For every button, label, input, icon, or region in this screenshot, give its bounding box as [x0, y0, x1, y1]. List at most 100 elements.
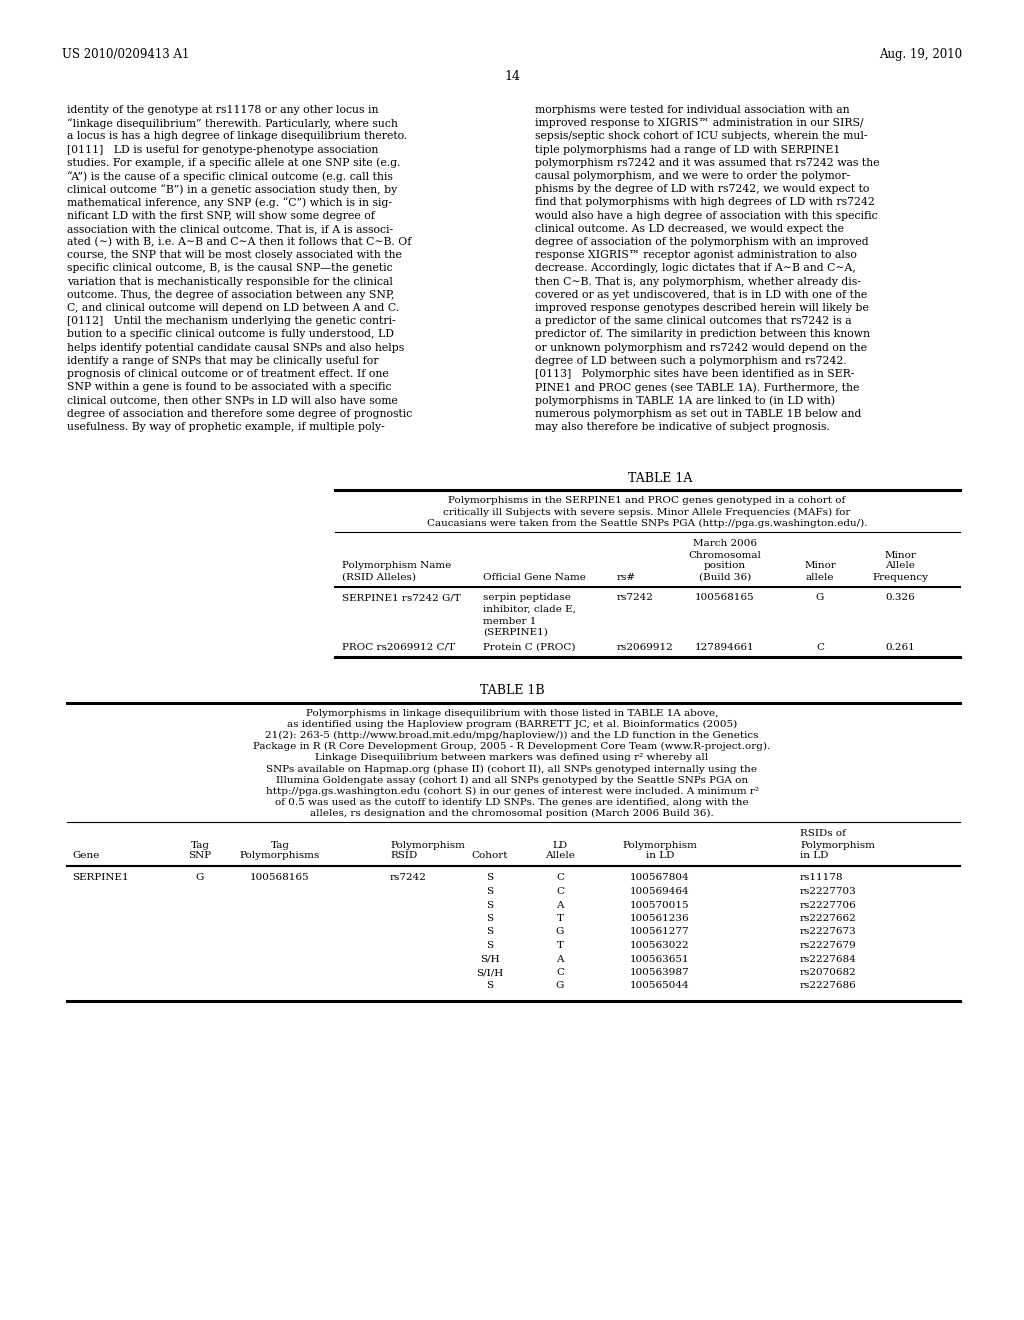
Text: 0.261: 0.261	[885, 643, 914, 652]
Text: 100570015: 100570015	[630, 900, 690, 909]
Text: PINE1 and PROC genes (see TABLE 1A). Furthermore, the: PINE1 and PROC genes (see TABLE 1A). Fur…	[535, 383, 859, 393]
Text: then C∼B. That is, any polymorphism, whether already dis-: then C∼B. That is, any polymorphism, whe…	[535, 277, 861, 286]
Text: Caucasians were taken from the Seattle SNPs PGA (http://pga.gs.washington.edu/).: Caucasians were taken from the Seattle S…	[427, 519, 867, 528]
Text: Tag: Tag	[190, 841, 210, 850]
Text: Gene: Gene	[72, 851, 99, 861]
Text: SERPINE1 rs7242 G/T: SERPINE1 rs7242 G/T	[342, 594, 461, 602]
Text: degree of association and therefore some degree of prognostic: degree of association and therefore some…	[67, 409, 413, 418]
Text: or unknown polymorphism and rs7242 would depend on the: or unknown polymorphism and rs7242 would…	[535, 343, 867, 352]
Text: clinical outcome, then other SNPs in LD will also have some: clinical outcome, then other SNPs in LD …	[67, 396, 398, 405]
Text: tiple polymorphisms had a range of LD with SERPINE1: tiple polymorphisms had a range of LD wi…	[535, 145, 841, 154]
Text: Aug. 19, 2010: Aug. 19, 2010	[879, 48, 962, 61]
Text: S: S	[486, 913, 494, 923]
Text: Linkage Disequilibrium between markers was defined using r² whereby all: Linkage Disequilibrium between markers w…	[315, 754, 709, 762]
Text: improved response to XIGRIS™ administration in our SIRS/: improved response to XIGRIS™ administrat…	[535, 119, 863, 128]
Text: US 2010/0209413 A1: US 2010/0209413 A1	[62, 48, 189, 61]
Text: 21(2): 263-5 (http://www.broad.mit.edu/mpg/haploview/)) and the LD function in t: 21(2): 263-5 (http://www.broad.mit.edu/m…	[265, 731, 759, 741]
Text: numerous polymorphism as set out in TABLE 1B below and: numerous polymorphism as set out in TABL…	[535, 409, 861, 418]
Text: [0113]   Polymorphic sites have been identified as in SER-: [0113] Polymorphic sites have been ident…	[535, 370, 854, 379]
Text: 100563022: 100563022	[630, 941, 690, 950]
Text: rs7242: rs7242	[390, 874, 427, 883]
Text: Polymorphism: Polymorphism	[623, 841, 697, 850]
Text: ated (∼) with B, i.e. A∼B and C∼A then it follows that C∼B. Of: ated (∼) with B, i.e. A∼B and C∼A then i…	[67, 238, 412, 247]
Text: causal polymorphism, and we were to order the polymor-: causal polymorphism, and we were to orde…	[535, 172, 850, 181]
Text: Official Gene Name: Official Gene Name	[483, 573, 586, 582]
Text: improved response genotypes described herein will likely be: improved response genotypes described he…	[535, 304, 869, 313]
Text: position: position	[703, 561, 746, 570]
Text: Polymorphisms: Polymorphisms	[240, 851, 321, 861]
Text: S/H: S/H	[480, 954, 500, 964]
Text: inhibitor, clade E,: inhibitor, clade E,	[483, 605, 575, 614]
Text: in LD: in LD	[800, 851, 828, 861]
Text: http://pga.gs.washington.edu (cohort S) in our genes of interest were included. : http://pga.gs.washington.edu (cohort S) …	[265, 787, 759, 796]
Text: Frequency: Frequency	[872, 573, 928, 582]
Text: 100563651: 100563651	[630, 954, 690, 964]
Text: rs#: rs#	[617, 573, 636, 582]
Text: 100568165: 100568165	[250, 874, 310, 883]
Text: predictor of. The similarity in prediction between this known: predictor of. The similarity in predicti…	[535, 330, 870, 339]
Text: C: C	[816, 643, 824, 652]
Text: covered or as yet undiscovered, that is in LD with one of the: covered or as yet undiscovered, that is …	[535, 290, 867, 300]
Text: may also therefore be indicative of subject prognosis.: may also therefore be indicative of subj…	[535, 422, 829, 432]
Text: PROC rs2069912 C/T: PROC rs2069912 C/T	[342, 643, 455, 652]
Text: 100561277: 100561277	[630, 928, 690, 936]
Text: polymorphism rs7242 and it was assumed that rs7242 was the: polymorphism rs7242 and it was assumed t…	[535, 158, 880, 168]
Text: would also have a high degree of association with this specific: would also have a high degree of associa…	[535, 211, 878, 220]
Text: response XIGRIS™ receptor agonist administration to also: response XIGRIS™ receptor agonist admini…	[535, 251, 857, 260]
Text: alleles, rs designation and the chromosomal position (March 2006 Build 36).: alleles, rs designation and the chromoso…	[310, 809, 714, 818]
Text: S: S	[486, 928, 494, 936]
Text: bution to a specific clinical outcome is fully understood, LD: bution to a specific clinical outcome is…	[67, 330, 394, 339]
Text: 100569464: 100569464	[630, 887, 690, 896]
Text: specific clinical outcome, B, is the causal SNP—the genetic: specific clinical outcome, B, is the cau…	[67, 264, 392, 273]
Text: C: C	[556, 968, 564, 977]
Text: [0111]   LD is useful for genotype-phenotype association: [0111] LD is useful for genotype-phenoty…	[67, 145, 379, 154]
Text: A: A	[556, 954, 564, 964]
Text: C: C	[556, 874, 564, 883]
Text: studies. For example, if a specific allele at one SNP site (e.g.: studies. For example, if a specific alle…	[67, 158, 400, 169]
Text: degree of LD between such a polymorphism and rs7242.: degree of LD between such a polymorphism…	[535, 356, 847, 366]
Text: “linkage disequilibrium” therewith. Particularly, where such: “linkage disequilibrium” therewith. Part…	[67, 119, 398, 129]
Text: S: S	[486, 900, 494, 909]
Text: rs11178: rs11178	[800, 874, 844, 883]
Text: nificant LD with the first SNP, will show some degree of: nificant LD with the first SNP, will sho…	[67, 211, 375, 220]
Text: SNP within a gene is found to be associated with a specific: SNP within a gene is found to be associa…	[67, 383, 391, 392]
Text: March 2006: March 2006	[693, 540, 757, 549]
Text: variation that is mechanistically responsible for the clinical: variation that is mechanistically respon…	[67, 277, 393, 286]
Text: [0112]   Until the mechanism underlying the genetic contri-: [0112] Until the mechanism underlying th…	[67, 317, 395, 326]
Text: (Build 36): (Build 36)	[698, 573, 752, 582]
Text: of 0.5 was used as the cutoff to identify LD SNPs. The genes are identified, alo: of 0.5 was used as the cutoff to identif…	[275, 799, 749, 807]
Text: rs2227679: rs2227679	[800, 941, 857, 950]
Text: G: G	[556, 928, 564, 936]
Text: clinical outcome “B”) in a genetic association study then, by: clinical outcome “B”) in a genetic assoc…	[67, 185, 397, 195]
Text: G: G	[816, 594, 824, 602]
Text: morphisms were tested for individual association with an: morphisms were tested for individual ass…	[535, 106, 850, 115]
Text: sepsis/septic shock cohort of ICU subjects, wherein the mul-: sepsis/septic shock cohort of ICU subjec…	[535, 132, 867, 141]
Text: SERPINE1: SERPINE1	[72, 874, 129, 883]
Text: rs2227662: rs2227662	[800, 913, 857, 923]
Text: rs2227684: rs2227684	[800, 954, 857, 964]
Text: as identified using the Haploview program (BARRETT JC, et al. Bioinformatics (20: as identified using the Haploview progra…	[287, 719, 737, 729]
Text: Chromosomal: Chromosomal	[688, 550, 762, 560]
Text: Polymorphism: Polymorphism	[390, 841, 465, 850]
Text: 100565044: 100565044	[630, 982, 690, 990]
Text: Allele: Allele	[545, 851, 574, 861]
Text: Package in R (R Core Development Group, 2005 - R Development Core Team (www.R-pr: Package in R (R Core Development Group, …	[253, 742, 771, 751]
Text: “A”) is the cause of a specific clinical outcome (e.g. call this: “A”) is the cause of a specific clinical…	[67, 172, 393, 182]
Text: T: T	[556, 913, 563, 923]
Text: identify a range of SNPs that may be clinically useful for: identify a range of SNPs that may be cli…	[67, 356, 379, 366]
Text: TABLE 1B: TABLE 1B	[479, 685, 545, 697]
Text: Minor: Minor	[804, 561, 836, 570]
Text: 100561236: 100561236	[630, 913, 690, 923]
Text: Tag: Tag	[270, 841, 290, 850]
Text: member 1: member 1	[483, 616, 537, 626]
Text: 100567804: 100567804	[630, 874, 690, 883]
Text: phisms by the degree of LD with rs7242, we would expect to: phisms by the degree of LD with rs7242, …	[535, 185, 869, 194]
Text: S: S	[486, 874, 494, 883]
Text: 14: 14	[504, 70, 520, 83]
Text: G: G	[556, 982, 564, 990]
Text: polymorphisms in TABLE 1A are linked to (in LD with): polymorphisms in TABLE 1A are linked to …	[535, 396, 836, 407]
Text: S: S	[486, 941, 494, 950]
Text: (SERPINE1): (SERPINE1)	[483, 628, 548, 638]
Text: Polymorphisms in the SERPINE1 and PROC genes genotyped in a cohort of: Polymorphisms in the SERPINE1 and PROC g…	[449, 496, 846, 506]
Text: prognosis of clinical outcome or of treatment effect. If one: prognosis of clinical outcome or of trea…	[67, 370, 389, 379]
